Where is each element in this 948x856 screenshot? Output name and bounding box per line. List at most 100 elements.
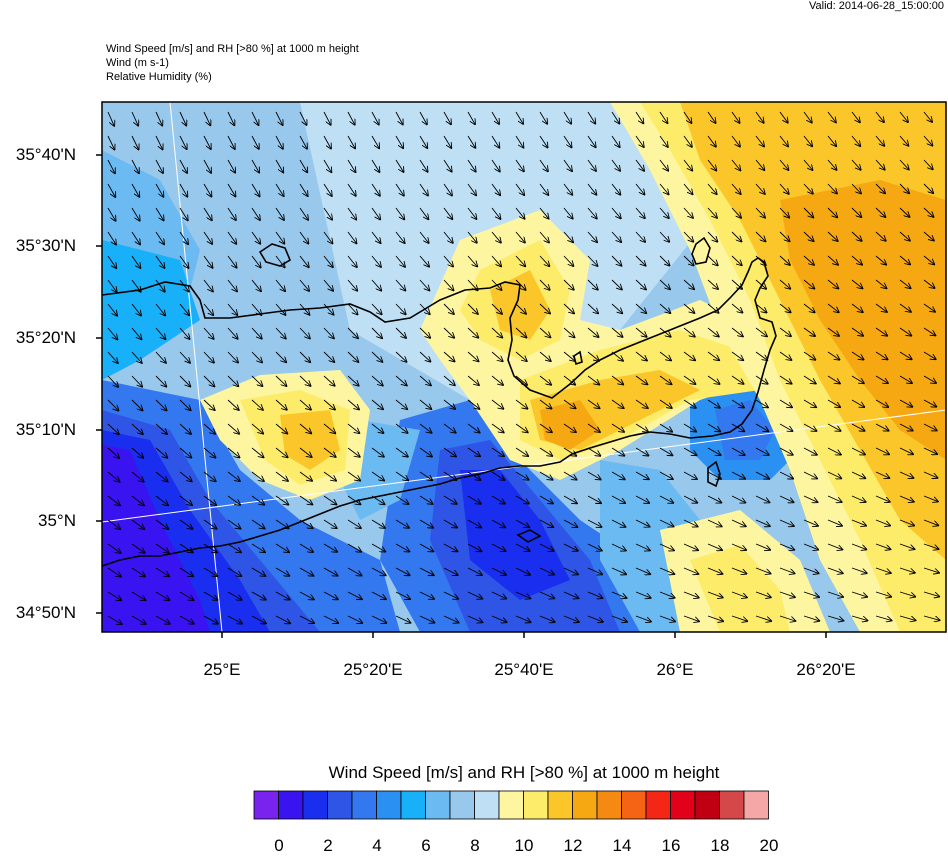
wind-arrow bbox=[539, 471, 553, 480]
wind-arrow bbox=[347, 615, 362, 623]
wind-arrow bbox=[707, 135, 716, 147]
wind-arrow bbox=[731, 495, 745, 503]
wind-arrow bbox=[347, 207, 356, 220]
wind-arrow bbox=[563, 183, 572, 195]
wind-arrow bbox=[275, 399, 287, 410]
wind-arrow bbox=[635, 447, 649, 456]
wind-arrow bbox=[707, 351, 719, 360]
wind-arrow bbox=[467, 615, 483, 622]
wind-arrow bbox=[875, 351, 888, 360]
wind-arrow bbox=[131, 111, 138, 126]
wind-arrow bbox=[707, 327, 719, 337]
wind-arrow bbox=[227, 327, 238, 339]
wind-arrow bbox=[107, 399, 119, 411]
wind-arrow bbox=[803, 375, 816, 384]
wind-arrow bbox=[923, 327, 935, 336]
wind-arrow bbox=[371, 111, 379, 125]
wind-arrow bbox=[227, 591, 242, 600]
wind-arrow bbox=[275, 447, 288, 457]
wind-arrow bbox=[803, 183, 813, 194]
wind-arrow bbox=[347, 135, 355, 148]
wind-arrow bbox=[131, 615, 146, 624]
wind-arrow bbox=[515, 135, 524, 148]
wind-arrow bbox=[539, 183, 548, 195]
wind-arrow bbox=[395, 519, 409, 528]
wind-arrow bbox=[395, 111, 403, 125]
wind-arrow bbox=[923, 591, 939, 597]
wind-arrow bbox=[155, 351, 166, 363]
wind-arrow bbox=[275, 471, 288, 481]
wind-arrow bbox=[491, 375, 503, 385]
lon-label-25e: 25°E bbox=[203, 660, 241, 679]
colorbar-swatch bbox=[327, 790, 353, 820]
wind-arrow bbox=[683, 399, 696, 408]
wind-arrow bbox=[635, 591, 651, 598]
wind-arrow bbox=[395, 183, 404, 196]
wind-arrow bbox=[779, 591, 795, 597]
wind-arrow bbox=[299, 519, 313, 528]
wind-arrow bbox=[923, 615, 940, 620]
wind-arrow bbox=[491, 159, 500, 172]
wind-arrow bbox=[683, 135, 692, 147]
wind-arrow bbox=[203, 519, 217, 529]
wind-arrow bbox=[275, 375, 287, 386]
wind-arrow bbox=[779, 615, 795, 621]
wind-arrow bbox=[923, 423, 937, 431]
wind-arrow bbox=[755, 543, 770, 550]
wind-arrow bbox=[107, 231, 116, 245]
wind-arrow bbox=[635, 303, 646, 313]
wind-arrow bbox=[899, 207, 910, 217]
wind-arrow bbox=[443, 135, 451, 148]
wind-arrow bbox=[611, 615, 627, 622]
wind-arrow bbox=[779, 423, 793, 431]
wind-arrow bbox=[347, 543, 361, 552]
colorbar-tick-16: 16 bbox=[661, 836, 681, 855]
colorbar-tick-4: 4 bbox=[372, 836, 382, 855]
wind-arrow bbox=[179, 327, 190, 339]
colorbar-swatch bbox=[376, 790, 402, 820]
wind-arrow bbox=[323, 183, 332, 196]
lat-label-35n: 35°N bbox=[38, 511, 76, 530]
wind-arrow bbox=[251, 279, 261, 291]
wind-arrow bbox=[563, 543, 578, 551]
wind-arrow bbox=[851, 423, 865, 431]
wind-arrow bbox=[587, 303, 598, 313]
wind-arrow bbox=[203, 183, 212, 197]
wind-arrow bbox=[827, 375, 840, 384]
wind-arrow bbox=[443, 255, 453, 267]
wind-arrow bbox=[299, 135, 307, 149]
wind-arrow bbox=[803, 567, 819, 573]
wind-arrow bbox=[323, 303, 334, 315]
wind-arrow bbox=[491, 471, 505, 480]
wind-arrow bbox=[179, 423, 191, 434]
wind-arrow bbox=[371, 471, 384, 481]
wind-arrow bbox=[491, 615, 507, 622]
wind-arrow bbox=[899, 615, 916, 620]
wind-arrow bbox=[923, 471, 938, 478]
wind-arrow bbox=[155, 303, 165, 316]
wind-arrow bbox=[467, 351, 479, 361]
wind-arrow bbox=[923, 255, 934, 264]
wind-arrow bbox=[659, 303, 670, 313]
wind-arrow bbox=[923, 135, 933, 146]
wind-arrow bbox=[587, 231, 597, 242]
colorbar-swatch bbox=[645, 790, 671, 820]
wind-arrow bbox=[587, 351, 599, 361]
wind-arrow bbox=[635, 375, 647, 384]
wind-arrow bbox=[155, 111, 162, 126]
wind-arrow bbox=[467, 591, 482, 599]
wind-arrow bbox=[923, 303, 935, 312]
wind-arrow bbox=[779, 159, 789, 170]
wind-arrow bbox=[731, 159, 740, 170]
wind-arrow bbox=[467, 471, 481, 480]
wind-arrow bbox=[875, 183, 885, 193]
wind-arrow bbox=[563, 111, 571, 124]
wind-arrow bbox=[707, 159, 716, 171]
wind-arrow bbox=[419, 447, 432, 457]
wind-arrow bbox=[515, 375, 527, 385]
wind-arrow bbox=[659, 543, 674, 550]
wind-arrow bbox=[299, 543, 313, 552]
wind-arrow bbox=[371, 447, 384, 457]
wind-arrow bbox=[587, 591, 603, 598]
wind-arrow bbox=[851, 183, 861, 194]
